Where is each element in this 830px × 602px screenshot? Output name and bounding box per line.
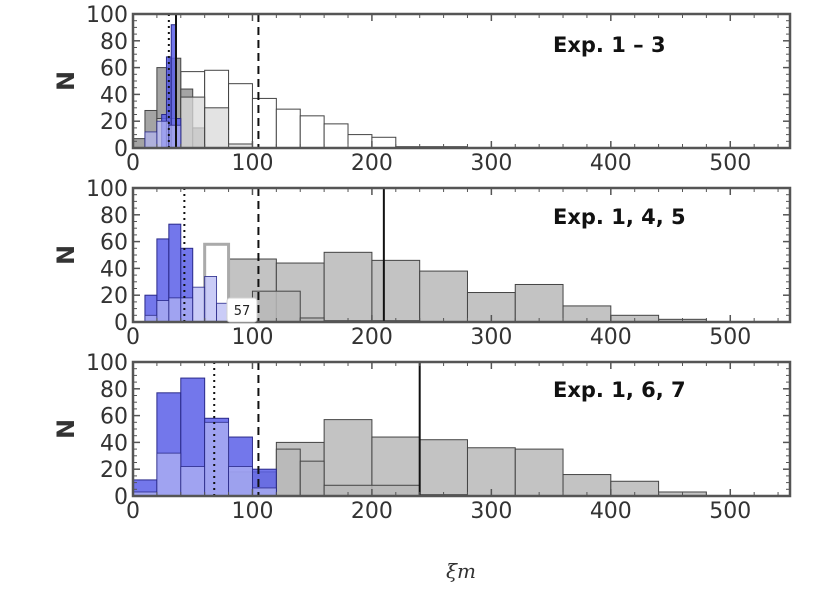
y-tick-label: 100: [86, 351, 128, 376]
y-tick-label: 80: [100, 204, 128, 229]
x-tick-label: 200: [351, 499, 393, 524]
y-tick-label: 100: [86, 177, 128, 202]
x-tick-label: 100: [231, 325, 273, 350]
x-tick-label: 100: [231, 151, 273, 176]
panel-2-series-4-bar-4: [180, 247, 194, 322]
x-tick-label: 500: [709, 151, 751, 176]
panel-1-label: Exp. 1 – 3: [553, 33, 666, 57]
y-tick-label: 20: [100, 284, 128, 309]
panel-2-series-1-bar-3: [323, 251, 373, 322]
x-tick-label: 0: [126, 151, 140, 176]
panel-2-ylabel: N: [52, 245, 80, 265]
x-tick-label: 200: [351, 151, 393, 176]
panel-2-series-1-bar-4: [371, 259, 421, 322]
y-tick-label: 0: [114, 137, 128, 162]
panel-3-series-4-bar-2: [156, 452, 182, 496]
panel-1-bars: [133, 24, 468, 148]
tooltip-value: 57: [234, 304, 251, 319]
y-tick-label: 40: [100, 83, 128, 108]
y-tick-label: 40: [100, 431, 128, 456]
panel-2-series-5-bar-5: [192, 286, 206, 322]
panel-3-label: Exp. 1, 6, 7: [553, 378, 686, 402]
y-tick-label: 0: [114, 485, 128, 510]
y-tick-label: 60: [100, 405, 128, 430]
panel-1-series-5-bar-1: [144, 131, 158, 148]
panel-3-series-4-bar-4: [204, 421, 229, 496]
y-tick-label: 60: [100, 57, 128, 82]
panel-1-ylabel: N: [52, 71, 80, 91]
y-tick-label: 0: [114, 311, 128, 336]
panel-3-series-4-bar-3: [180, 466, 206, 496]
panel-3-series-1-bar-4: [419, 439, 468, 496]
panel-2-series-5-bar-6: [204, 276, 218, 322]
x-axis-label: ξm: [446, 559, 476, 583]
panel-1-series-1-bar-6: [299, 115, 325, 148]
panel-2-series-1-bar-8: [562, 305, 612, 322]
x-tick-label: 500: [709, 499, 751, 524]
y-tick-label: 60: [100, 231, 128, 256]
panel-1-series-5-bar-3: [168, 124, 182, 148]
panel-3-series-1-bar-5: [466, 447, 516, 496]
panel-1-series-1-bar-7: [323, 123, 349, 148]
x-tick-label: 300: [470, 325, 512, 350]
panel-1-series-3-bar-3: [204, 107, 230, 148]
y-tick-label: 20: [100, 110, 128, 135]
panel-3-series-1-bar-6: [514, 448, 564, 496]
panel-1-series-1-bar-9: [371, 136, 397, 148]
panel-3-series-1-bar-8: [610, 480, 660, 496]
x-tick-label: 100: [231, 499, 273, 524]
panel-2-vlines: [183, 188, 385, 322]
value-tooltip: 57: [226, 297, 258, 323]
panel-1-series-1-bar-8: [347, 134, 373, 148]
panel-2-series-5-bar-4: [180, 297, 194, 322]
panel-2-series-2-bar-3: [251, 290, 301, 322]
panel-2-series-5-bar-3: [168, 297, 182, 322]
y-tick-label: 40: [100, 257, 128, 282]
panel-3-series-2-bar-3: [299, 460, 325, 496]
x-tick-label: 500: [709, 325, 751, 350]
x-tick-label: 400: [590, 499, 632, 524]
panel-1-series-1-bar-4: [251, 97, 277, 148]
panel-1-series-5-bar-2: [156, 120, 170, 148]
x-tick-label: 0: [126, 499, 140, 524]
panel-2-series-5-bar-2: [156, 300, 170, 322]
x-tick-label: 300: [470, 151, 512, 176]
y-tick-label: 80: [100, 30, 128, 55]
x-tick-label: 400: [590, 325, 632, 350]
panel-3-series-2-bar-2: [275, 448, 301, 496]
x-tick-label: 0: [126, 325, 140, 350]
y-tick-label: 20: [100, 458, 128, 483]
panel-2-label: Exp. 1, 4, 5: [553, 205, 686, 229]
panel-3-series-4-bar-5: [228, 466, 253, 496]
panel-1-series-1-bar-5: [275, 108, 301, 148]
panel-3-ylabel: N: [52, 419, 80, 439]
panel-1-series-1-bar-3: [228, 83, 253, 148]
panel-3-series-1-bar-2: [323, 419, 373, 496]
x-tick-label: 200: [351, 325, 393, 350]
y-tick-label: 80: [100, 378, 128, 403]
x-tick-label: 400: [590, 151, 632, 176]
y-tick-label: 100: [86, 3, 128, 28]
panel-3-vlines: [213, 362, 421, 496]
panel-2-series-1-bar-7: [514, 283, 564, 322]
x-tick-label: 300: [470, 499, 512, 524]
panel-2-series-1-bar-5: [419, 270, 468, 322]
panel-1-series-3-bar-2: [180, 96, 206, 148]
panel-1-vlines: [167, 14, 260, 148]
panel-1-series-2-bar-1: [133, 138, 146, 148]
